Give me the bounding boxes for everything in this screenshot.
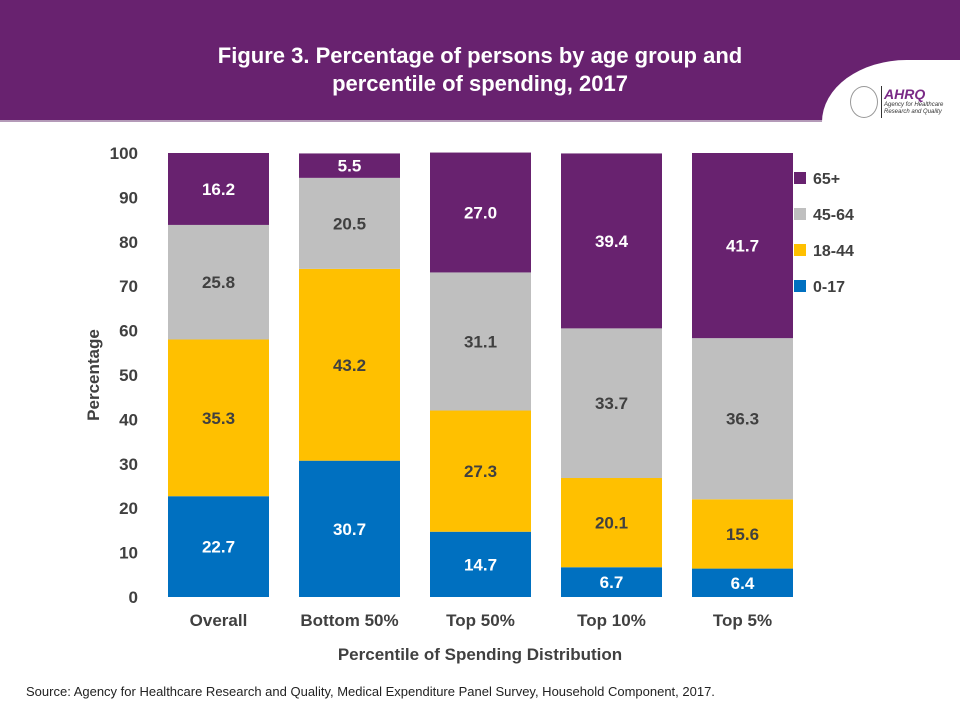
y-tick-label: 30 (119, 455, 138, 474)
bar-segment-65+ (561, 153, 662, 329)
y-tick-label: 20 (119, 499, 138, 518)
data-label: 39.4 (595, 232, 629, 251)
data-label: 41.7 (726, 237, 759, 256)
data-label: 27.3 (464, 462, 497, 481)
ahrq-logo: AHRQ Agency for Healthcare Research and … (848, 84, 958, 124)
data-label: 31.1 (464, 332, 497, 351)
y-tick-label: 40 (119, 410, 138, 429)
y-tick-label: 50 (119, 366, 138, 385)
y-tick-label: 70 (119, 277, 138, 296)
bar-segment-45-64 (168, 224, 269, 340)
y-tick-label: 100 (110, 144, 138, 163)
x-tick-label: Top 5% (713, 611, 772, 630)
bar-segment-45-64 (561, 328, 662, 479)
x-tick-label: Bottom 50% (300, 611, 398, 630)
data-label: 20.1 (595, 514, 628, 533)
legend-label: 0-17 (813, 279, 845, 296)
source-note: Source: Agency for Healthcare Research a… (26, 684, 715, 699)
legend-swatch (794, 280, 806, 292)
data-label: 14.7 (464, 555, 497, 574)
data-label: 6.7 (600, 573, 624, 592)
data-label: 20.5 (333, 214, 366, 233)
logo-tagline: Agency for Healthcare Research and Quali… (884, 102, 944, 115)
hhs-seal-icon (850, 86, 878, 118)
bar-segment-18-44 (168, 339, 269, 497)
data-label: 16.2 (202, 180, 235, 199)
data-label: 27.0 (464, 203, 497, 222)
bar-segment-65+ (692, 153, 793, 339)
data-label: 22.7 (202, 538, 235, 557)
bar-segment-18-44 (692, 499, 793, 569)
logo-wordmark: AHRQ (884, 86, 926, 102)
bar-segment-18-44 (430, 410, 531, 532)
title-line-1: Figure 3. Percentage of persons by age g… (217, 43, 743, 68)
data-label: 30.7 (333, 520, 366, 539)
data-label: 25.8 (202, 273, 235, 292)
legend-swatch (794, 244, 806, 256)
y-tick-label: 10 (119, 544, 138, 563)
legend-label: 65+ (813, 171, 840, 188)
data-label: 6.4 (731, 574, 755, 593)
bar-segment-45-64 (692, 338, 793, 500)
title-line-2: percentile of spending, 2017 (332, 71, 628, 96)
data-label: 35.3 (202, 409, 235, 428)
x-tick-label: Overall (190, 611, 248, 630)
legend-swatch (794, 208, 806, 220)
bar-segment-18-44 (561, 478, 662, 568)
bar-segment-45-64 (299, 177, 400, 269)
data-label: 33.7 (595, 394, 628, 413)
bar-segment-0-17 (168, 496, 269, 597)
bar-segment-45-64 (430, 272, 531, 411)
bar-segment-0-17 (430, 531, 531, 597)
logo-divider (881, 86, 882, 118)
legend-label: 18-44 (813, 243, 854, 260)
x-axis-label: Percentile of Spending Distribution (338, 645, 622, 664)
header-divider (0, 120, 960, 122)
y-tick-label: 60 (119, 322, 138, 341)
data-label: 15.6 (726, 525, 759, 544)
y-tick-label: 80 (119, 233, 138, 252)
data-label: 36.3 (726, 410, 759, 429)
x-tick-label: Top 50% (446, 611, 515, 630)
y-axis-label: Percentage (84, 329, 103, 421)
header-band (0, 0, 960, 120)
data-label: 5.5 (338, 157, 362, 176)
page-title: Figure 3. Percentage of persons by age g… (100, 42, 860, 98)
bar-segment-18-44 (299, 268, 400, 461)
bar-segment-0-17 (299, 460, 400, 597)
y-tick-label: 90 (119, 188, 138, 207)
x-tick-label: Top 10% (577, 611, 646, 630)
bar-segment-0-17 (561, 567, 662, 597)
legend-swatch (794, 172, 806, 184)
data-label: 43.2 (333, 356, 366, 375)
bar-segment-65+ (168, 153, 269, 225)
legend-label: 45-64 (813, 207, 854, 224)
bar-segment-65+ (430, 152, 531, 273)
y-tick-label: 0 (129, 588, 138, 607)
bar-segment-0-17 (692, 568, 793, 597)
bar-segment-65+ (299, 153, 400, 178)
